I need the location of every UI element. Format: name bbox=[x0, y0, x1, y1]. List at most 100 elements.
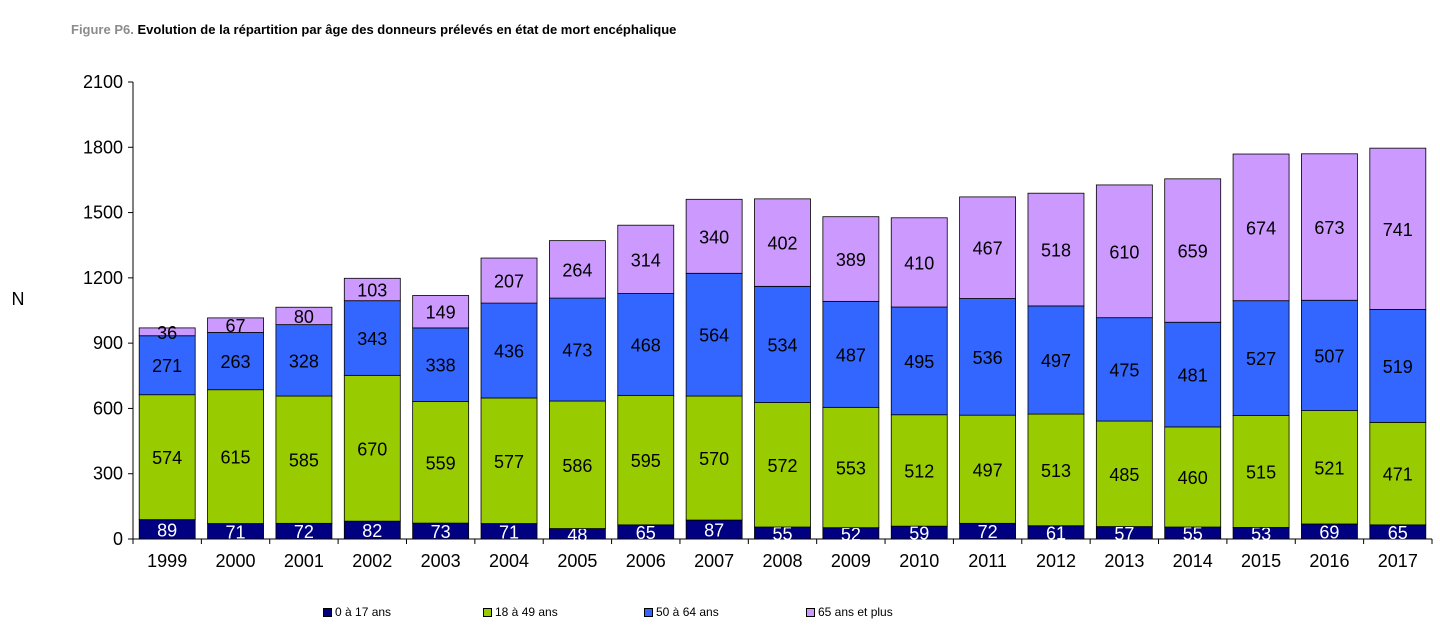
data-label: 515 bbox=[1246, 462, 1276, 482]
data-label: 263 bbox=[221, 352, 251, 372]
bar-segment bbox=[207, 317, 264, 333]
x-tick-label: 2007 bbox=[694, 551, 734, 571]
data-label: 468 bbox=[631, 335, 661, 355]
data-label: 610 bbox=[1109, 242, 1139, 262]
y-tick-label: 300 bbox=[93, 464, 123, 484]
x-tick-label: 2003 bbox=[421, 551, 461, 571]
data-label: 521 bbox=[1314, 458, 1344, 478]
bar-segment bbox=[617, 224, 675, 294]
bar-segment bbox=[1164, 426, 1222, 528]
legend-swatch bbox=[644, 607, 653, 617]
data-label: 481 bbox=[1178, 366, 1208, 386]
bar-segment bbox=[548, 240, 606, 299]
bar-segment bbox=[412, 327, 470, 402]
y-tick-label: 2100 bbox=[83, 72, 123, 92]
data-label: 57 bbox=[1114, 524, 1134, 544]
bar-segment bbox=[754, 198, 811, 287]
bar-segment bbox=[685, 272, 743, 397]
data-label: 615 bbox=[221, 448, 251, 468]
data-label: 343 bbox=[357, 329, 387, 349]
data-label: 519 bbox=[1383, 357, 1413, 377]
x-tick-label: 2001 bbox=[284, 551, 324, 571]
x-tick-label: 2005 bbox=[557, 551, 597, 571]
bar-segment bbox=[754, 402, 811, 528]
legend-item: 65 ans et plus bbox=[806, 605, 893, 619]
y-tick-label: 0 bbox=[113, 529, 123, 549]
bar-segment bbox=[1164, 178, 1222, 323]
bar-segment bbox=[275, 306, 333, 326]
legend-item: 18 à 49 ans bbox=[483, 605, 558, 619]
bar-segment bbox=[890, 414, 948, 527]
data-label: 536 bbox=[973, 348, 1003, 368]
x-tick-label: 2010 bbox=[899, 551, 939, 571]
bar-segment bbox=[1095, 184, 1153, 319]
data-label: 72 bbox=[294, 522, 314, 542]
bar-segment bbox=[548, 400, 606, 529]
bar-segment bbox=[207, 332, 264, 391]
bar-segment bbox=[822, 406, 880, 529]
bar-segment bbox=[754, 285, 811, 403]
bar-segment bbox=[138, 335, 196, 396]
data-label: 574 bbox=[152, 448, 182, 468]
bar-segment bbox=[1369, 147, 1427, 310]
bar-segment bbox=[207, 389, 264, 524]
y-tick-label: 600 bbox=[93, 398, 123, 418]
bar-segment bbox=[480, 302, 538, 399]
data-label: 67 bbox=[226, 316, 246, 336]
bar-segment bbox=[959, 196, 1017, 299]
bar-segment bbox=[412, 295, 470, 329]
figure-title: Evolution de la répartition par âge des … bbox=[133, 22, 677, 37]
data-label: 207 bbox=[494, 272, 524, 292]
y-tick-label: 900 bbox=[93, 333, 123, 353]
data-label: 512 bbox=[904, 461, 934, 481]
data-label: 659 bbox=[1178, 242, 1208, 262]
x-tick-label: 2011 bbox=[968, 551, 1007, 571]
data-label: 553 bbox=[836, 459, 866, 479]
data-label: 87 bbox=[704, 521, 724, 541]
legend-swatch bbox=[323, 607, 332, 617]
data-label: 559 bbox=[426, 453, 456, 473]
legend-label: 18 à 49 ans bbox=[495, 605, 558, 619]
y-tick-label: 1200 bbox=[83, 268, 123, 288]
y-tick-label: 1500 bbox=[83, 203, 123, 223]
data-label: 82 bbox=[362, 521, 382, 541]
data-label: 55 bbox=[1183, 524, 1203, 544]
data-label: 513 bbox=[1041, 461, 1071, 481]
data-label: 485 bbox=[1109, 465, 1139, 485]
data-label: 59 bbox=[909, 524, 929, 544]
x-tick-label: 2004 bbox=[489, 551, 529, 571]
data-label: 36 bbox=[157, 323, 177, 343]
bar-segment bbox=[1095, 317, 1153, 422]
legend-label: 65 ans et plus bbox=[818, 605, 893, 619]
bar-segment bbox=[959, 298, 1017, 416]
data-label: 570 bbox=[699, 449, 729, 469]
data-label: 577 bbox=[494, 452, 524, 472]
bar-segment bbox=[890, 217, 948, 308]
data-label: 497 bbox=[1041, 351, 1071, 371]
data-label: 264 bbox=[562, 260, 592, 280]
chart-title: Figure P6. Evolution de la répartition p… bbox=[71, 22, 676, 37]
x-tick-label: 2000 bbox=[216, 551, 256, 571]
data-label: 471 bbox=[1383, 465, 1413, 485]
x-tick-label: 2014 bbox=[1173, 551, 1213, 571]
bar-segment bbox=[1232, 300, 1290, 416]
data-label: 80 bbox=[294, 307, 314, 327]
data-label: 149 bbox=[426, 303, 456, 323]
x-tick-label: 2013 bbox=[1104, 551, 1144, 571]
bar-segment bbox=[138, 327, 196, 337]
data-label: 389 bbox=[836, 250, 866, 270]
x-tick-label: 2017 bbox=[1378, 551, 1418, 571]
legend-label: 0 à 17 ans bbox=[335, 605, 392, 619]
bar-segment bbox=[959, 414, 1017, 524]
data-label: 69 bbox=[1319, 522, 1339, 542]
data-label: 71 bbox=[226, 522, 246, 542]
bar-segment bbox=[548, 297, 606, 402]
x-tick-label: 2009 bbox=[831, 551, 871, 571]
legend-item: 50 à 64 ans bbox=[644, 605, 719, 619]
bar-segment bbox=[1369, 421, 1427, 526]
data-label: 48 bbox=[567, 525, 587, 545]
data-label: 314 bbox=[631, 250, 661, 270]
bar-segment bbox=[412, 401, 470, 524]
y-axis-label: N bbox=[12, 289, 25, 309]
x-tick-label: 2006 bbox=[626, 551, 666, 571]
